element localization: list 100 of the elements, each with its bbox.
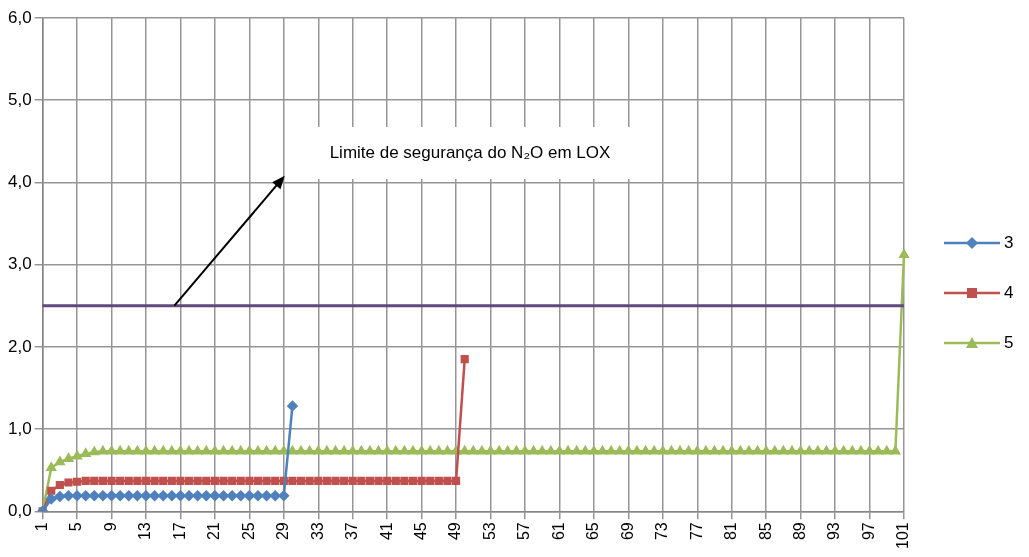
point: [305, 476, 314, 485]
x-tick-label: 9: [101, 522, 119, 532]
point: [383, 476, 392, 485]
point: [150, 476, 159, 485]
x-tick-label: 53: [480, 522, 498, 541]
point: [90, 476, 99, 485]
x-tick-label: 33: [308, 522, 326, 541]
point: [132, 490, 143, 501]
point: [201, 490, 212, 501]
point: [374, 476, 383, 485]
x-tick-label: 73: [653, 522, 671, 541]
x-tick-label: 17: [170, 522, 188, 541]
point: [183, 490, 195, 501]
point: [252, 490, 264, 501]
x-tick-label: 69: [618, 522, 636, 541]
x-tick-label: 57: [515, 522, 533, 541]
y-tick-label: 4,0: [7, 172, 32, 192]
point: [210, 476, 219, 485]
point: [97, 490, 109, 501]
x-tick-label: 5: [67, 522, 85, 532]
x-tick-label: 97: [859, 522, 877, 541]
point: [98, 476, 108, 485]
point: [47, 486, 56, 495]
x-tick-label: 13: [136, 522, 154, 541]
point: [175, 490, 186, 501]
point: [55, 480, 64, 490]
point: [193, 476, 202, 485]
point: [54, 491, 66, 502]
legend-label: 3: [1004, 233, 1014, 254]
y-tick-label: 5,0: [7, 89, 32, 109]
point: [64, 478, 73, 487]
point: [159, 476, 168, 485]
point: [331, 476, 340, 485]
point: [140, 490, 152, 501]
point: [71, 490, 83, 501]
point: [460, 355, 469, 364]
x-tick-label: 41: [377, 522, 395, 541]
point: [202, 476, 211, 485]
x-tick-label: 81: [722, 522, 740, 541]
point: [348, 476, 357, 485]
x-tick-label: 89: [791, 522, 809, 541]
point: [219, 476, 228, 485]
x-tick-label: 65: [584, 522, 602, 541]
point: [209, 490, 221, 501]
x-tick-label: 1: [33, 522, 51, 532]
point: [192, 490, 203, 501]
point: [314, 476, 323, 485]
point: [417, 476, 426, 485]
point: [244, 490, 255, 501]
y-tick-label: 3,0: [7, 254, 32, 274]
annotation: Limite de segurança do N₂O em LOX: [309, 126, 631, 179]
point: [236, 476, 245, 485]
point: [426, 476, 435, 485]
point: [245, 476, 254, 485]
point: [226, 490, 238, 501]
point: [228, 476, 237, 485]
point: [124, 476, 133, 485]
x-tick-label: 77: [687, 522, 705, 541]
y-tick-label: 2,0: [7, 336, 32, 356]
point: [80, 490, 91, 501]
x-tick-label: 85: [756, 522, 774, 541]
point: [357, 476, 366, 485]
point: [271, 476, 280, 485]
point: [81, 476, 90, 485]
point: [262, 476, 271, 485]
point: [340, 476, 349, 485]
point: [176, 476, 185, 485]
x-tick-label: 37: [343, 522, 361, 541]
x-tick-label: 61: [549, 522, 567, 541]
point: [167, 476, 176, 485]
point: [107, 476, 116, 485]
point: [365, 476, 375, 485]
point: [278, 490, 290, 501]
point: [106, 490, 117, 501]
point: [184, 476, 194, 485]
point: [46, 493, 57, 505]
y-tick-label: 0,0: [7, 500, 32, 520]
x-tick-label: 93: [825, 522, 843, 541]
point: [235, 490, 246, 501]
y-tick-label: 6,0: [7, 7, 32, 27]
point: [253, 476, 263, 485]
y-tick-label: 1,0: [7, 418, 32, 438]
x-tick-label: 101: [894, 522, 912, 550]
point: [133, 476, 142, 485]
point: [141, 476, 151, 485]
point: [149, 490, 160, 501]
x-tick-label: 49: [446, 522, 464, 541]
point: [443, 476, 452, 485]
point: [63, 490, 74, 501]
point: [391, 476, 400, 485]
point: [400, 476, 409, 485]
point: [434, 476, 443, 485]
point: [296, 476, 306, 485]
point: [218, 490, 229, 501]
point: [452, 476, 461, 485]
point: [73, 477, 82, 486]
point: [287, 400, 298, 412]
x-tick-label: 21: [205, 522, 223, 541]
x-tick-label: 45: [412, 522, 430, 541]
point: [408, 476, 418, 485]
